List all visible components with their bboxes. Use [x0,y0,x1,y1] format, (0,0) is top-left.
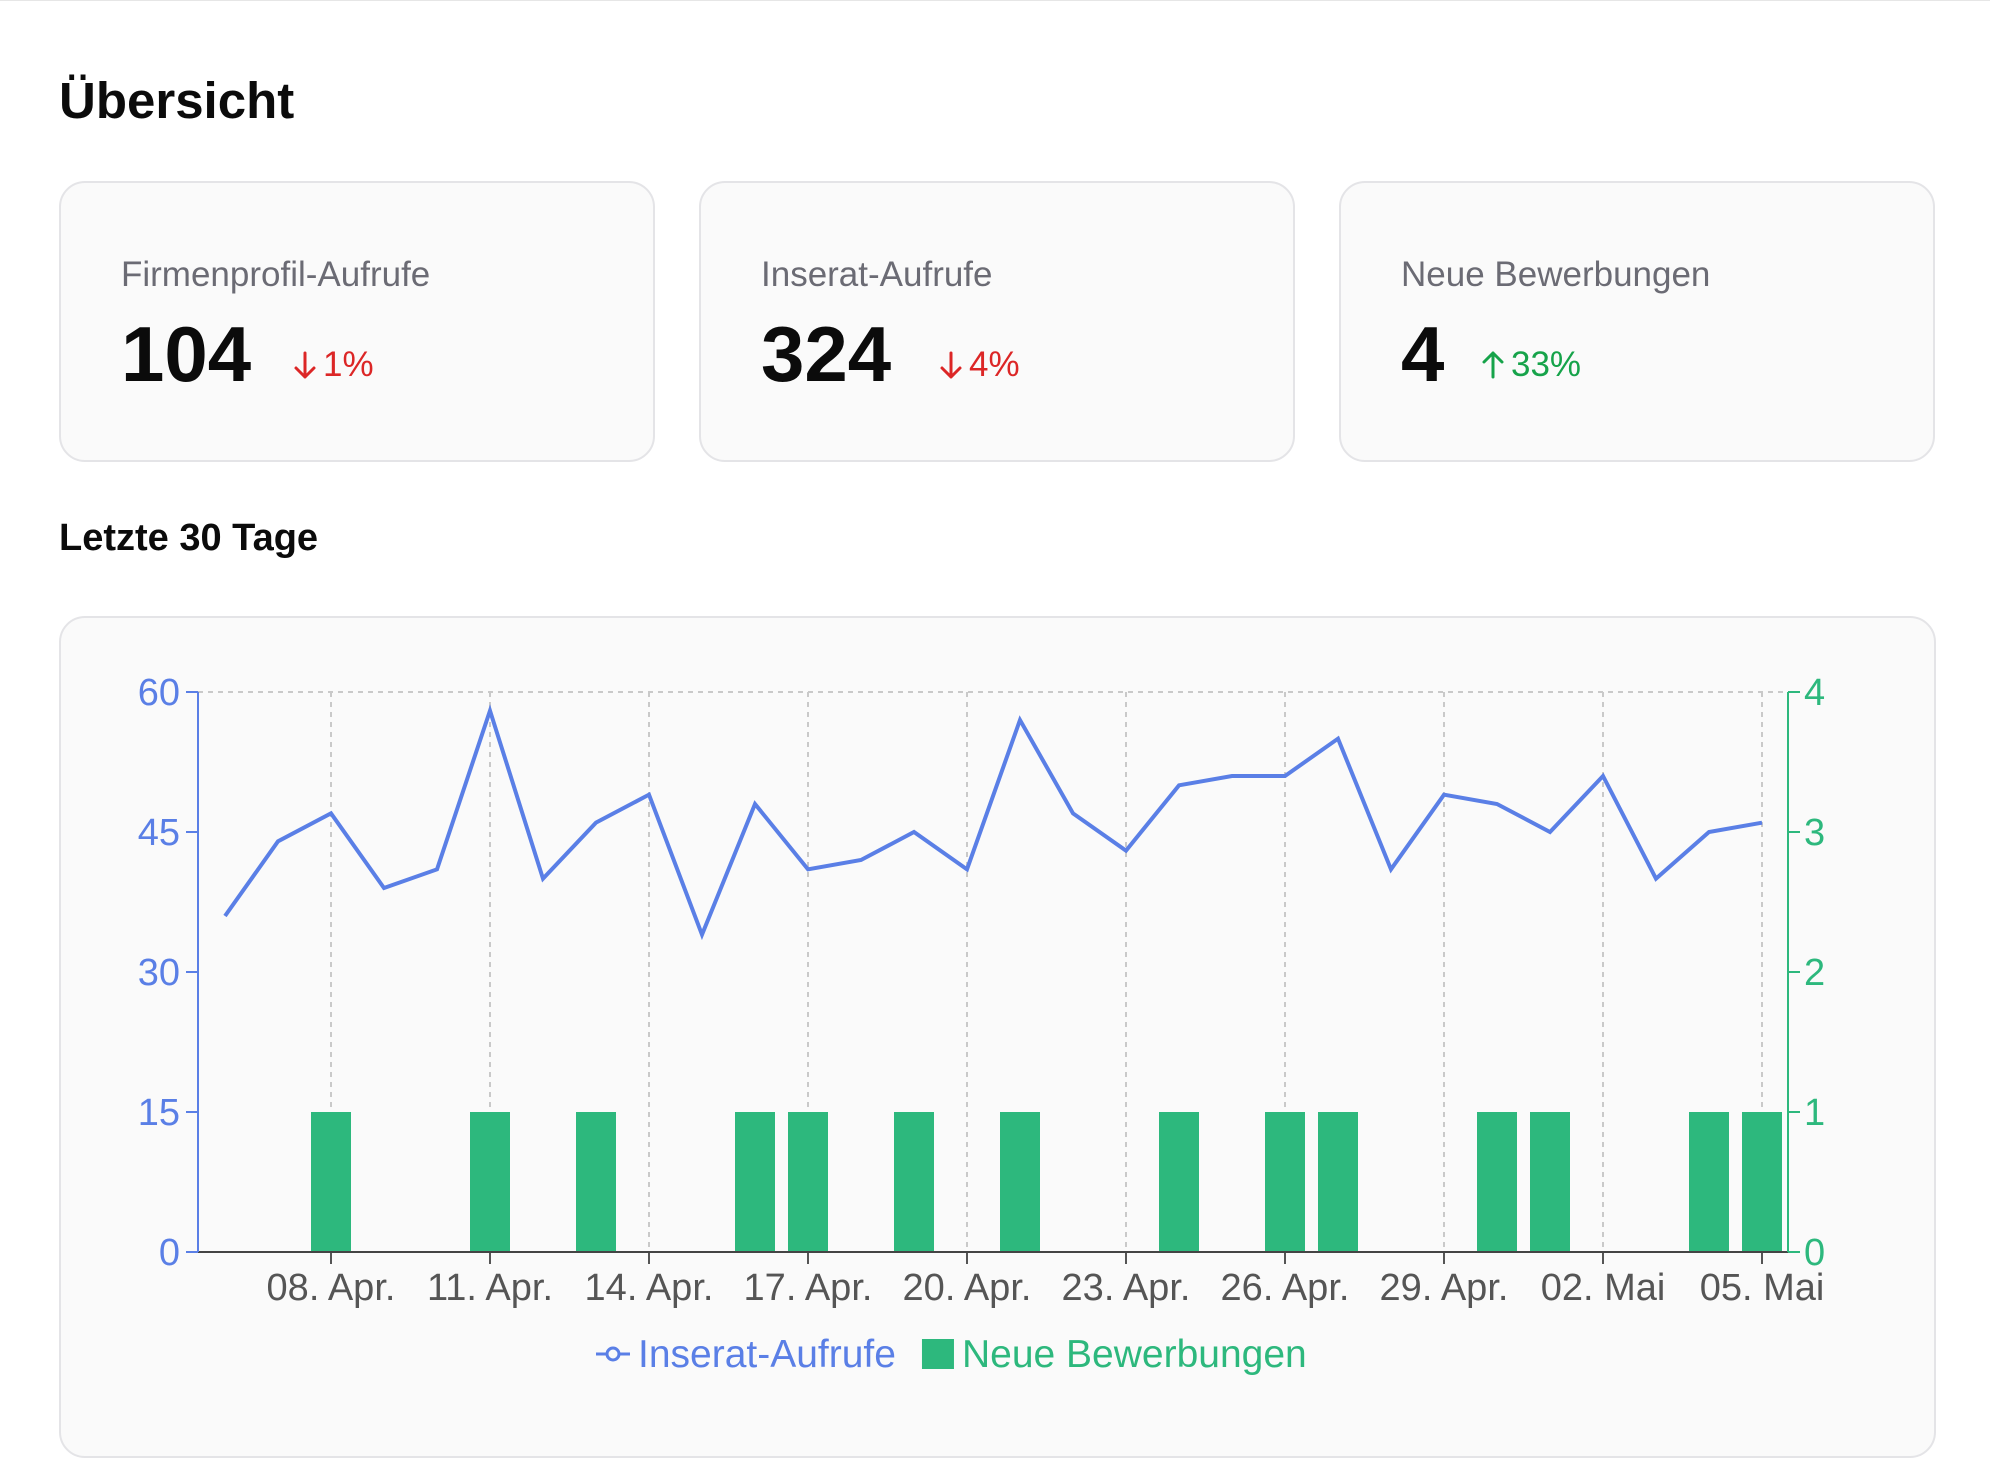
stat-card-firmenprofil: Firmenprofil-Aufrufe 104 1% [59,181,655,462]
bar [735,1112,775,1252]
arrow-up-icon [1482,351,1504,378]
bar [788,1112,828,1252]
x-tick-label: 08. Apr. [267,1267,396,1309]
stat-card-value: 324 [761,310,892,398]
y-right-tick-label: 3 [1804,812,1825,854]
stat-card-value: 4 [1401,310,1445,398]
bar [894,1112,934,1252]
bar [470,1112,510,1252]
y-right-tick-label: 4 [1804,672,1825,714]
bar [1000,1112,1040,1252]
stat-card-label: Firmenprofil-Aufrufe [121,255,431,294]
page-title: Übersicht [59,72,295,129]
y-left-tick-label: 15 [138,1092,180,1134]
stat-card-change: 4% [939,347,1020,382]
legend-marker-icon [605,1346,621,1362]
stat-card-bewerbungen: Neue Bewerbungen 4 33% [1339,181,1935,462]
y-right-tick-label: 0 [1804,1232,1825,1274]
stat-card-inserat: Inserat-Aufrufe 324 4% [699,181,1295,462]
y-right-tick-label: 2 [1804,952,1825,994]
arrow-down-icon [294,351,316,378]
x-tick-label: 29. Apr. [1380,1267,1509,1309]
bar [1689,1112,1729,1252]
x-tick-label: 14. Apr. [585,1267,714,1309]
stat-card-change: 1% [293,347,374,382]
stat-card-label: Inserat-Aufrufe [761,255,993,294]
y-left-tick-label: 60 [138,672,180,714]
line-series-inserat-aufrufe [223,704,1763,941]
x-tick-label: 17. Apr. [744,1267,873,1309]
bar [1318,1112,1358,1252]
combo-chart: 08. Apr. 11. Apr. 14. Apr. 17. Apr. 20. Apr.… [138,672,1825,1376]
x-tick-label: 05. Mai [1700,1267,1825,1309]
bar [1159,1112,1199,1252]
x-tick-label: 26. Apr. [1221,1267,1350,1309]
bar [1530,1112,1570,1252]
section-title: Letzte 30 Tage [59,517,319,559]
x-tick-label: 20. Apr. [903,1267,1032,1309]
bar [1742,1112,1782,1252]
bar [576,1112,616,1252]
legend-swatch-icon [921,1339,954,1369]
chart-card: 08. Apr. 11. Apr. 14. Apr. 17. Apr. 20. Apr.… [59,616,1936,1458]
bar [1477,1112,1517,1252]
stat-card-value: 104 [121,310,252,398]
stat-card-change-value: 1% [323,345,374,384]
stat-card-change-value: 33% [1511,345,1582,384]
x-tick-label: 11. Apr. [427,1267,553,1309]
y-left-tick-label: 45 [138,812,180,854]
stat-card-change-value: 4% [969,345,1020,384]
top-divider [0,0,1990,1]
bar [311,1112,351,1252]
x-tick-label: 02. Mai [1541,1267,1666,1309]
x-tick-label: 23. Apr. [1062,1267,1191,1309]
y-left-tick-label: 0 [159,1232,180,1274]
stat-card-change: 33% [1481,347,1581,382]
y-right-tick-label: 1 [1804,1092,1825,1134]
legend-label-inserat-aufrufe: Inserat-Aufrufe [638,1333,896,1376]
bar [1265,1112,1305,1252]
stat-card-label: Neue Bewerbungen [1401,255,1711,294]
legend-label-neue-bewerbungen: Neue Bewerbungen [962,1333,1307,1376]
arrow-down-icon [940,351,962,378]
y-left-tick-label: 30 [138,952,180,994]
